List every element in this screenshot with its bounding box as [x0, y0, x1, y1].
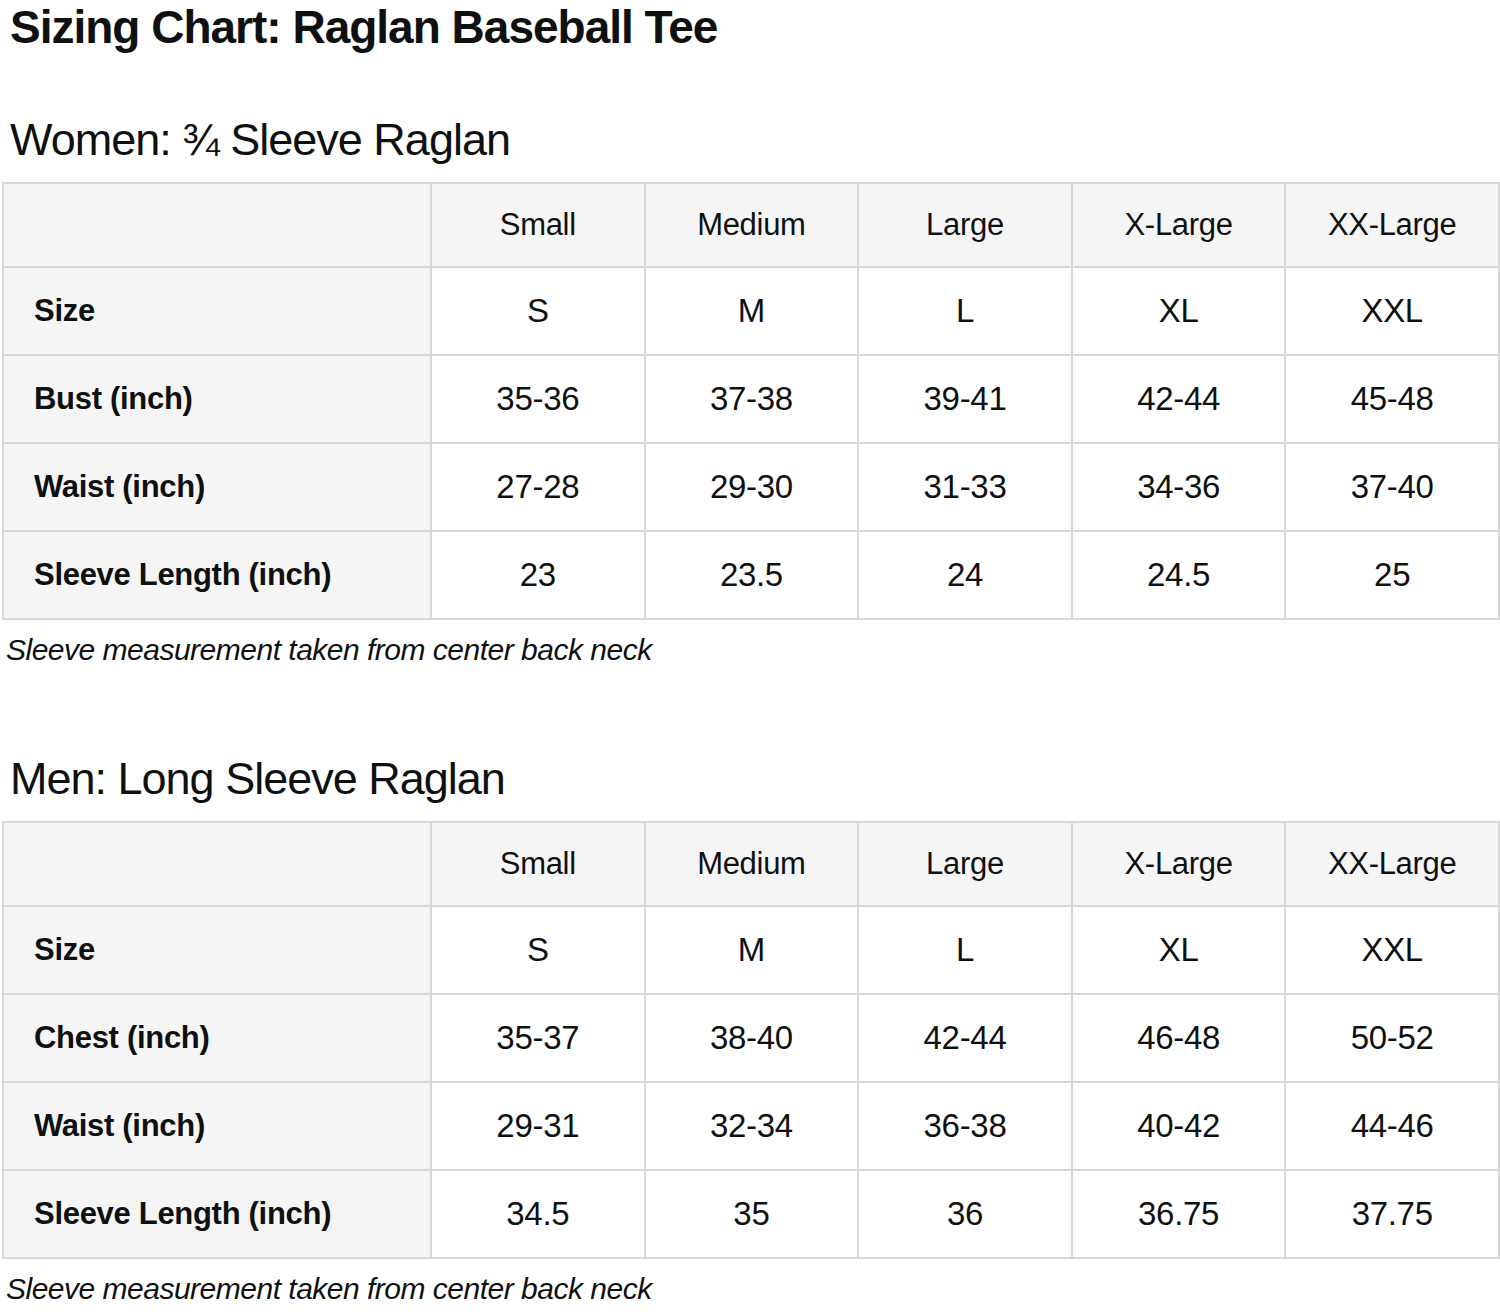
- column-header: Medium: [645, 822, 859, 906]
- column-header: Medium: [645, 183, 859, 267]
- row-label: Waist (inch): [3, 1082, 431, 1170]
- size-value-cell: 42-44: [858, 994, 1072, 1082]
- sleeve-note-women: Sleeve measurement taken from center bac…: [6, 633, 1500, 668]
- size-value-cell: 35-37: [431, 994, 645, 1082]
- size-value-cell: M: [645, 906, 859, 994]
- column-header: Large: [858, 183, 1072, 267]
- row-label: Sleeve Length (inch): [3, 531, 431, 619]
- size-value-cell: 50-52: [1285, 994, 1499, 1082]
- page-title: Sizing Chart: Raglan Baseball Tee: [10, 0, 1500, 53]
- size-value-cell: 44-46: [1285, 1082, 1499, 1170]
- row-label: Size: [3, 267, 431, 355]
- size-value-cell: L: [858, 267, 1072, 355]
- size-value-cell: 23: [431, 531, 645, 619]
- size-value-cell: 34.5: [431, 1170, 645, 1258]
- size-value-cell: 24.5: [1072, 531, 1286, 619]
- section-women: Women: ¾ Sleeve Raglan SmallMediumLargeX…: [0, 115, 1500, 668]
- size-value-cell: XXL: [1285, 906, 1499, 994]
- size-value-cell: 23.5: [645, 531, 859, 619]
- size-value-cell: 36.75: [1072, 1170, 1286, 1258]
- size-value-cell: 35: [645, 1170, 859, 1258]
- sizing-table-men: SmallMediumLargeX-LargeXX-LargeSizeSMLXL…: [2, 821, 1500, 1259]
- size-value-cell: L: [858, 906, 1072, 994]
- size-value-cell: XL: [1072, 267, 1286, 355]
- size-value-cell: 25: [1285, 531, 1499, 619]
- column-header: Small: [431, 822, 645, 906]
- size-value-cell: 36: [858, 1170, 1072, 1258]
- size-value-cell: 37-38: [645, 355, 859, 443]
- size-value-cell: 39-41: [858, 355, 1072, 443]
- column-header: XX-Large: [1285, 183, 1499, 267]
- size-value-cell: 37.75: [1285, 1170, 1499, 1258]
- size-value-cell: 31-33: [858, 443, 1072, 531]
- size-value-cell: 46-48: [1072, 994, 1286, 1082]
- row-label: Bust (inch): [3, 355, 431, 443]
- section-heading-women: Women: ¾ Sleeve Raglan: [10, 115, 1500, 165]
- size-value-cell: XL: [1072, 906, 1286, 994]
- size-value-cell: 29-30: [645, 443, 859, 531]
- table-row: Bust (inch)35-3637-3839-4142-4445-48: [3, 355, 1499, 443]
- table-row: Sleeve Length (inch)2323.52424.525: [3, 531, 1499, 619]
- row-label: Size: [3, 906, 431, 994]
- column-header: X-Large: [1072, 822, 1286, 906]
- column-header: XX-Large: [1285, 822, 1499, 906]
- column-header: Small: [431, 183, 645, 267]
- table-row: Chest (inch)35-3738-4042-4446-4850-52: [3, 994, 1499, 1082]
- section-men: Men: Long Sleeve Raglan SmallMediumLarge…: [0, 754, 1500, 1307]
- corner-cell: [3, 822, 431, 906]
- size-value-cell: 27-28: [431, 443, 645, 531]
- row-label: Chest (inch): [3, 994, 431, 1082]
- table-row: Waist (inch)29-3132-3436-3840-4244-46: [3, 1082, 1499, 1170]
- size-value-cell: M: [645, 267, 859, 355]
- size-value-cell: 24: [858, 531, 1072, 619]
- corner-cell: [3, 183, 431, 267]
- size-value-cell: 42-44: [1072, 355, 1286, 443]
- column-header: Large: [858, 822, 1072, 906]
- size-value-cell: 45-48: [1285, 355, 1499, 443]
- sizing-chart-document: Sizing Chart: Raglan Baseball Tee Women:…: [0, 0, 1500, 1315]
- header-row: SmallMediumLargeX-LargeXX-Large: [3, 822, 1499, 906]
- size-value-cell: 34-36: [1072, 443, 1286, 531]
- size-value-cell: S: [431, 267, 645, 355]
- size-value-cell: 37-40: [1285, 443, 1499, 531]
- size-value-cell: 32-34: [645, 1082, 859, 1170]
- sizing-table-women: SmallMediumLargeX-LargeXX-LargeSizeSMLXL…: [2, 182, 1500, 620]
- size-value-cell: 38-40: [645, 994, 859, 1082]
- size-value-cell: 35-36: [431, 355, 645, 443]
- sleeve-note-men: Sleeve measurement taken from center bac…: [6, 1272, 1500, 1307]
- table-row: SizeSMLXLXXL: [3, 267, 1499, 355]
- row-label: Sleeve Length (inch): [3, 1170, 431, 1258]
- size-value-cell: S: [431, 906, 645, 994]
- table-row: Waist (inch)27-2829-3031-3334-3637-40: [3, 443, 1499, 531]
- size-value-cell: 36-38: [858, 1082, 1072, 1170]
- row-label: Waist (inch): [3, 443, 431, 531]
- section-heading-men: Men: Long Sleeve Raglan: [10, 754, 1500, 804]
- table-row: Sleeve Length (inch)34.5353636.7537.75: [3, 1170, 1499, 1258]
- table-row: SizeSMLXLXXL: [3, 906, 1499, 994]
- size-value-cell: 40-42: [1072, 1082, 1286, 1170]
- size-value-cell: XXL: [1285, 267, 1499, 355]
- column-header: X-Large: [1072, 183, 1286, 267]
- header-row: SmallMediumLargeX-LargeXX-Large: [3, 183, 1499, 267]
- size-value-cell: 29-31: [431, 1082, 645, 1170]
